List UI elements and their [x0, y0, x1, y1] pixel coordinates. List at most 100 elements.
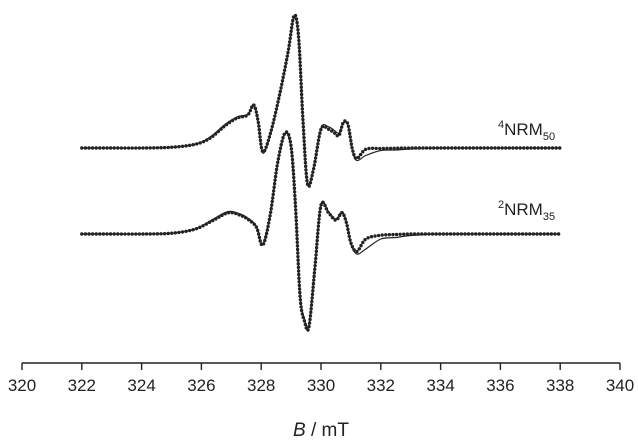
- x-tick-label-326: 326: [187, 376, 215, 395]
- series-point-nrm35: [438, 232, 442, 236]
- series-point-nrm50: [421, 146, 425, 150]
- series-point-nrm50: [299, 85, 304, 89]
- series-point-nrm35: [318, 210, 322, 214]
- series-point-nrm50: [256, 120, 261, 125]
- series-point-nrm35: [270, 199, 274, 204]
- series-point-nrm35: [315, 235, 320, 239]
- series-point-nrm50: [279, 86, 283, 90]
- series-point-nrm35: [268, 214, 272, 218]
- series-point-nrm50: [141, 146, 145, 150]
- series-point-nrm50: [428, 146, 432, 150]
- series-point-nrm35: [333, 218, 337, 222]
- series-dots-guide-nrm35: [82, 132, 560, 330]
- series-point-nrm50: [248, 108, 253, 113]
- series-point-nrm50: [273, 114, 277, 118]
- series-point-nrm50: [532, 146, 537, 150]
- series-point-nrm50: [205, 138, 209, 142]
- series-point-nrm35: [313, 264, 317, 268]
- series-point-nrm50: [201, 139, 206, 144]
- series-line-nrm50: [81, 16, 561, 186]
- series-point-nrm50: [343, 119, 347, 123]
- series-point-nrm50: [363, 147, 368, 152]
- series-point-nrm50: [170, 145, 174, 149]
- series-point-nrm35: [184, 229, 188, 233]
- series-point-nrm50: [247, 112, 251, 116]
- series-point-nrm50: [489, 146, 494, 150]
- series-point-nrm35: [187, 228, 192, 233]
- series-point-nrm50: [237, 115, 241, 120]
- series-point-nrm35: [286, 133, 291, 137]
- series-point-nrm35: [303, 322, 308, 327]
- series-point-nrm35: [297, 280, 301, 284]
- series-point-nrm35: [296, 251, 300, 255]
- series-point-nrm35: [276, 160, 280, 165]
- series-point-nrm35: [306, 328, 310, 332]
- series-point-nrm50: [148, 146, 152, 150]
- series-point-nrm35: [226, 210, 231, 215]
- series-point-nrm35: [299, 308, 304, 313]
- series-point-nrm35: [207, 220, 212, 225]
- series-point-nrm50: [263, 148, 267, 153]
- series-point-nrm50: [286, 50, 290, 55]
- series-point-nrm50: [406, 146, 411, 150]
- series-point-nrm50: [283, 65, 287, 69]
- series-point-nrm50: [345, 121, 350, 125]
- series-point-nrm35: [281, 136, 285, 140]
- series-point-nrm50: [274, 107, 279, 111]
- series-point-nrm50: [298, 63, 302, 68]
- series-point-nrm35: [287, 136, 292, 140]
- series-point-nrm50: [285, 54, 289, 58]
- series-point-nrm35: [173, 231, 178, 235]
- series-point-nrm35: [474, 232, 478, 236]
- series-point-nrm35: [198, 225, 202, 230]
- series-point-nrm50: [319, 128, 323, 132]
- series-point-nrm50: [347, 128, 351, 132]
- series-point-nrm50: [257, 124, 261, 128]
- series-point-nrm50: [298, 67, 303, 71]
- series-point-nrm50: [500, 146, 504, 150]
- series-point-nrm50: [230, 118, 235, 123]
- series-dots-nrm35: [80, 130, 561, 332]
- series-point-nrm50: [468, 146, 472, 150]
- series-point-nrm35: [300, 312, 304, 316]
- series-point-nrm50: [276, 100, 280, 104]
- series-point-nrm50: [361, 150, 365, 154]
- series-point-nrm50: [264, 145, 268, 149]
- series-point-nrm50: [385, 146, 389, 151]
- series-point-nrm50: [348, 135, 352, 139]
- series-point-nrm50: [348, 131, 352, 136]
- series-point-nrm50: [280, 82, 284, 87]
- series-point-nrm35: [317, 213, 322, 218]
- series-point-nrm35: [214, 217, 218, 221]
- series-point-nrm50: [191, 143, 195, 147]
- series-point-nrm35: [319, 203, 323, 207]
- series-point-nrm35: [269, 207, 273, 211]
- series-point-nrm50: [258, 138, 263, 143]
- series-point-nrm50: [187, 143, 192, 148]
- series-dots-nrm50: [80, 13, 562, 188]
- series-point-nrm50: [304, 168, 308, 172]
- series-point-nrm50: [301, 114, 305, 118]
- series-point-nrm35: [116, 232, 120, 236]
- series-point-nrm50: [297, 38, 301, 43]
- series-point-nrm35: [481, 232, 485, 236]
- series-point-nrm35: [312, 278, 316, 282]
- series-point-nrm35: [316, 228, 320, 232]
- series-point-nrm35: [83, 232, 88, 236]
- series-point-nrm50: [268, 131, 273, 136]
- series-point-nrm50: [295, 20, 299, 25]
- series-point-nrm35: [314, 249, 319, 254]
- series-point-nrm35: [291, 168, 295, 173]
- series-point-nrm35: [352, 248, 356, 252]
- series-point-nrm50: [297, 42, 301, 46]
- series-point-nrm50: [529, 146, 533, 150]
- x-tick-label-322: 322: [68, 376, 96, 395]
- series-point-nrm35: [295, 236, 299, 241]
- series-point-nrm50: [439, 146, 443, 150]
- series-point-nrm35: [297, 283, 302, 288]
- series-point-nrm50: [522, 146, 526, 150]
- series-point-nrm50: [287, 40, 292, 44]
- series-point-nrm50: [315, 145, 320, 150]
- series-point-nrm50: [258, 135, 262, 139]
- series-point-nrm35: [513, 232, 518, 236]
